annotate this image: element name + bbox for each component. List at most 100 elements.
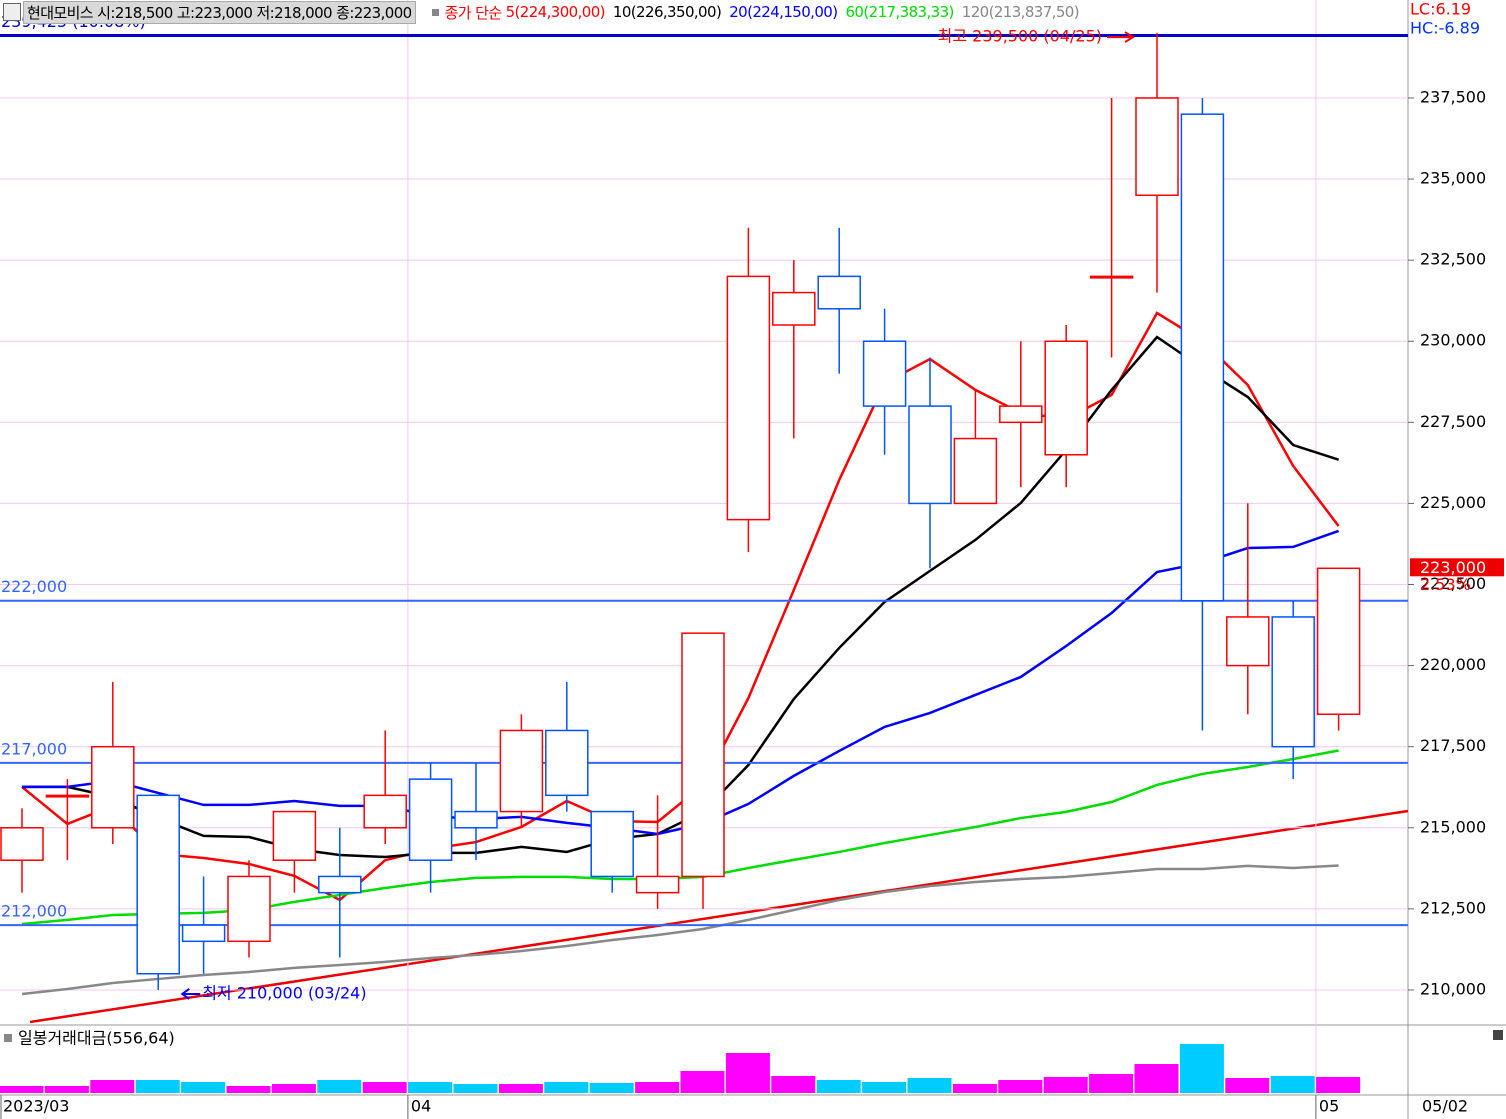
current-price-box	[1410, 558, 1504, 577]
x-tick-label: 2023/03	[3, 1097, 69, 1116]
volume-bar	[1089, 1074, 1134, 1093]
volume-bar	[498, 1084, 543, 1093]
volume-bar	[226, 1085, 271, 1093]
legend-entry: 10(226,350,00)	[612, 3, 722, 21]
legend-entry: 20(224,150,00)	[729, 3, 838, 21]
volume-bar	[408, 1081, 453, 1093]
volume-bar	[1043, 1076, 1088, 1093]
volume-bar	[680, 1071, 725, 1093]
current-price: 223,000	[1420, 558, 1486, 577]
volume-bar	[44, 1085, 89, 1093]
volume-title: 일봉거래대금(556,64)	[18, 1029, 175, 1048]
candle-body	[681, 632, 725, 878]
annotation-arrow	[1107, 31, 1135, 43]
hc-label: HC:-6.89	[1410, 19, 1480, 38]
volume-bar	[862, 1081, 907, 1093]
trend-line[interactable]	[29, 809, 1409, 1024]
y-tick-label: 210,000	[1420, 979, 1486, 998]
volume-bar	[544, 1081, 589, 1093]
candle-body	[999, 405, 1043, 424]
legend-entry: 60(217,383,33)	[845, 3, 954, 21]
candle-body	[635, 875, 680, 894]
annotation-arrow	[180, 988, 201, 1000]
legend-icon	[431, 8, 439, 16]
candle-body	[590, 810, 634, 878]
menu-icon[interactable]	[3, 3, 21, 21]
candle-body	[408, 778, 453, 861]
candle-body	[1271, 616, 1315, 748]
stock-title: 현대모비스 시:218,500 고:223,000 저:218,000 종:22…	[23, 0, 416, 24]
candle-body	[227, 875, 271, 943]
candle-body	[45, 794, 90, 798]
y-tick-label: 227,500	[1420, 412, 1486, 431]
y-tick-label: 232,500	[1420, 250, 1486, 269]
volume-bar	[998, 1080, 1043, 1093]
volume-bar	[453, 1084, 498, 1093]
candle-body	[862, 340, 907, 407]
current-change: 2.53%	[1420, 575, 1471, 594]
current-date: 05/02	[1422, 1097, 1468, 1116]
volume-bar	[1225, 1077, 1270, 1093]
volume-bar	[181, 1081, 226, 1093]
y-tick-label: 222,500	[1420, 574, 1486, 593]
candle-body	[499, 729, 544, 813]
candle-body	[136, 794, 180, 975]
candle-body	[1135, 97, 1179, 197]
ma-line	[22, 335, 1339, 859]
ma-label: 종가 단순	[444, 3, 503, 22]
legend-entry: 120(213,837,50)	[961, 3, 1080, 21]
volume-bar	[1316, 1077, 1361, 1093]
candle-body	[1089, 275, 1134, 279]
candle-body	[1316, 567, 1361, 716]
volume-bar	[725, 1052, 770, 1093]
x-tick-label: 05	[1319, 1097, 1339, 1116]
h-line-label: 222,000	[1, 577, 67, 596]
close-icon[interactable]	[1493, 1030, 1503, 1040]
candle-body	[318, 875, 362, 894]
volume-bar	[907, 1077, 952, 1093]
candle-body	[0, 827, 44, 861]
candle-body	[772, 291, 816, 326]
candle-body	[363, 794, 407, 829]
volume-bar	[271, 1084, 316, 1093]
h-line-label: 212,000	[1, 902, 67, 921]
panel-icon	[4, 1034, 12, 1042]
ma-line	[21, 864, 1339, 996]
volume-bar	[635, 1081, 680, 1093]
candle-body	[1180, 113, 1225, 602]
lc-label: LC:6.19	[1410, 0, 1471, 19]
candle-body	[91, 745, 135, 829]
candle-body	[1044, 340, 1088, 456]
y-tick-label: 235,000	[1420, 169, 1486, 188]
h-line-label: 217,000	[1, 739, 67, 758]
volume-bar	[771, 1075, 816, 1093]
candle-body	[181, 924, 226, 943]
y-tick-label: 237,500	[1420, 87, 1486, 106]
y-tick-label: 215,000	[1420, 817, 1486, 836]
y-tick-label: 217,500	[1420, 736, 1486, 755]
y-tick-label: 220,000	[1420, 655, 1486, 674]
candle-body	[1226, 616, 1270, 667]
volume-bar	[589, 1082, 634, 1093]
volume-bar	[362, 1081, 407, 1093]
legend-entry: 5(224,300,00)	[505, 3, 606, 21]
volume-bar	[816, 1080, 861, 1093]
y-tick-label: 225,000	[1420, 493, 1486, 512]
candle-body	[908, 405, 952, 505]
annotation: 최고 239,500 (04/25)	[938, 27, 1102, 46]
volume-bar	[1134, 1064, 1179, 1093]
volume-bar	[952, 1084, 997, 1093]
candle-body	[545, 729, 589, 797]
candle-body	[817, 275, 861, 310]
legend: 5(224,300,00) 10(226,350,00) 20(224,150,00…	[506, 3, 1087, 21]
annotation: 최저 210,000 (03/24)	[202, 983, 366, 1002]
volume-bar	[90, 1080, 135, 1093]
candle-body	[953, 437, 998, 505]
candle-body	[726, 275, 771, 521]
y-tick-label: 212,500	[1420, 898, 1486, 917]
x-tick-label: 04	[411, 1097, 431, 1116]
volume-bar	[135, 1080, 180, 1093]
